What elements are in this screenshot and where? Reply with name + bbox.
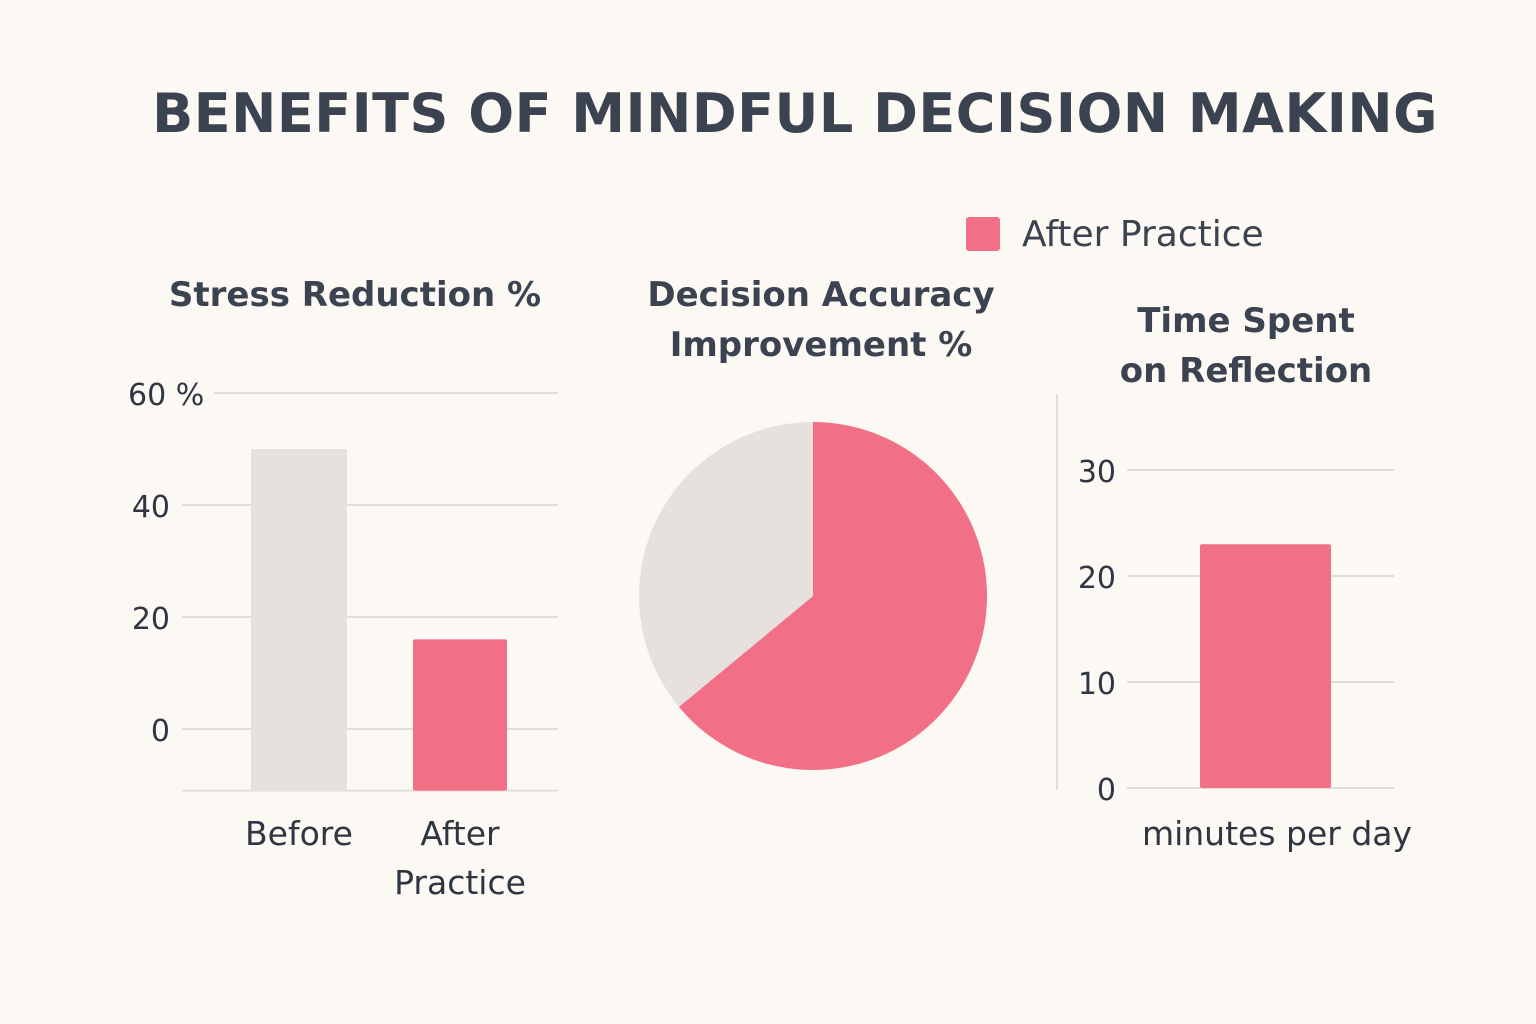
reflection-ytick-label: 20 — [1078, 561, 1116, 596]
reflection-ytick-label: 0 — [1097, 773, 1116, 808]
stress-category-label: Practice — [394, 863, 526, 902]
accuracy-slice-before — [638, 421, 813, 707]
accuracy-slice-after — [678, 422, 987, 770]
reflection-ytick-label: 10 — [1078, 667, 1116, 702]
stress-ytick-label: 40 — [132, 490, 170, 525]
stress-bar-after — [413, 639, 507, 791]
legend-label-after: After Practice — [1022, 213, 1264, 255]
legend: After Practice — [966, 210, 1264, 258]
stress-ytick-label: 60 % — [128, 378, 204, 413]
stress-ytick-label: 20 — [132, 602, 170, 637]
accuracy-chart-title: Decision Accuracy Improvement % — [647, 275, 995, 365]
reflection-category-label: minutes per day — [1142, 814, 1412, 853]
reflection-bar — [1200, 544, 1331, 788]
stress-bar-before — [251, 449, 347, 791]
stress-chart-title: Stress Reduction % — [168, 275, 542, 315]
stress-category-label: After — [420, 814, 500, 853]
reflection-chart-title: Time Spent on Reflection — [1119, 301, 1373, 391]
stress-ytick-label: 0 — [151, 714, 170, 749]
reflection-ytick-label: 30 — [1078, 455, 1116, 490]
legend-swatch-after — [966, 217, 1000, 251]
page-title: BENEFITS OF MINDFUL DECISION MAKING — [152, 82, 1438, 145]
stress-category-label: Before — [245, 814, 353, 853]
